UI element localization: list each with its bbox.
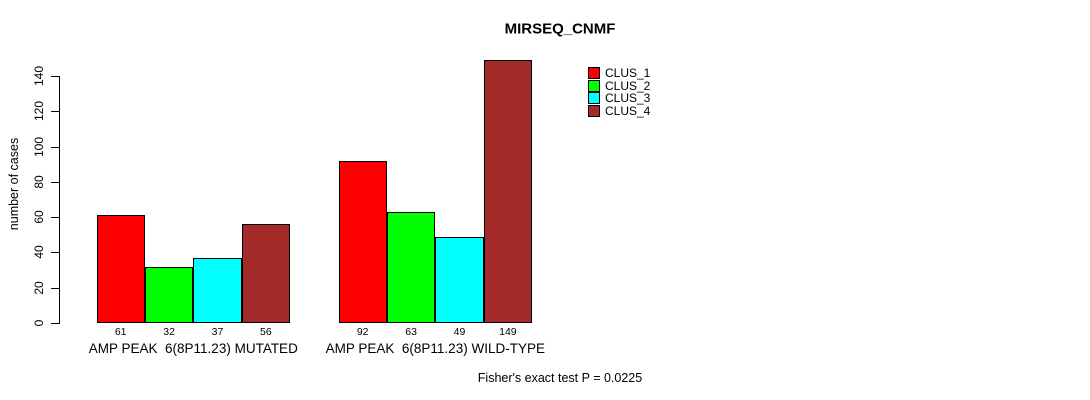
y-tick-label: 100 bbox=[32, 136, 46, 157]
y-axis-tick bbox=[51, 217, 59, 219]
y-axis-tick bbox=[51, 252, 59, 254]
legend-label: CLUS_1 bbox=[605, 66, 651, 81]
y-axis-tick bbox=[51, 181, 59, 183]
bar-clus_1-group1 bbox=[96, 215, 145, 323]
x-category-label: AMP PEAK 6(8P11.23) WILD-TYPE bbox=[325, 341, 545, 356]
legend-label: CLUS_4 bbox=[605, 104, 651, 119]
y-axis-line bbox=[59, 76, 60, 324]
y-tick-label: 60 bbox=[32, 210, 46, 224]
bar-value-label: 63 bbox=[405, 326, 417, 338]
legend-swatch-clus_4 bbox=[588, 105, 600, 118]
y-axis-tick bbox=[51, 76, 59, 77]
y-tick-label: 120 bbox=[32, 101, 46, 122]
bar-value-label: 56 bbox=[260, 326, 272, 338]
y-tick-label: 0 bbox=[32, 319, 46, 327]
bar-value-label: 37 bbox=[211, 326, 224, 338]
fisher-test-annotation: Fisher's exact test P = 0.0225 bbox=[477, 371, 643, 385]
bar-clus_3-group1 bbox=[193, 257, 242, 323]
x-category-label: AMP PEAK 6(8P11.23) MUTATED bbox=[88, 341, 298, 356]
legend-item: CLUS_1 bbox=[588, 67, 650, 80]
bar-clus_2-group1 bbox=[144, 266, 194, 323]
y-axis-tick bbox=[51, 323, 59, 324]
bar-value-label: 49 bbox=[453, 326, 466, 338]
legend-label: CLUS_3 bbox=[605, 91, 651, 106]
bar-value-label: 32 bbox=[163, 326, 175, 338]
bar-value-label: 92 bbox=[356, 326, 369, 338]
bar-value-label: 149 bbox=[499, 326, 517, 338]
bar-clus_3-group2 bbox=[435, 236, 484, 323]
y-axis-tick bbox=[51, 146, 59, 148]
bar-clus_2-group2 bbox=[386, 211, 436, 323]
y-tick-label: 140 bbox=[32, 65, 46, 87]
legend-swatch-clus_3 bbox=[588, 92, 600, 105]
legend-label: CLUS_2 bbox=[605, 78, 651, 93]
legend-item: CLUS_3 bbox=[588, 92, 650, 105]
bar-clus_1-group2 bbox=[338, 160, 387, 323]
legend: CLUS_1 CLUS_2 CLUS_3 CLUS_4 bbox=[588, 67, 651, 118]
y-tick-label: 80 bbox=[32, 175, 46, 189]
legend-item: CLUS_4 bbox=[588, 105, 650, 118]
y-axis-tick bbox=[51, 111, 59, 113]
bar-clus_4-group1 bbox=[241, 224, 291, 323]
legend-swatch-clus_1 bbox=[588, 67, 600, 80]
legend-swatch-clus_2 bbox=[588, 79, 600, 92]
bar-value-label: 61 bbox=[114, 326, 127, 338]
y-tick-label: 20 bbox=[32, 281, 46, 295]
chart-title: MIRSEQ_CNMF bbox=[504, 20, 616, 38]
y-axis-tick bbox=[51, 287, 59, 289]
legend-item: CLUS_2 bbox=[588, 78, 651, 93]
y-tick-label: 40 bbox=[32, 245, 46, 260]
bar-clus_4-group2 bbox=[483, 60, 533, 323]
